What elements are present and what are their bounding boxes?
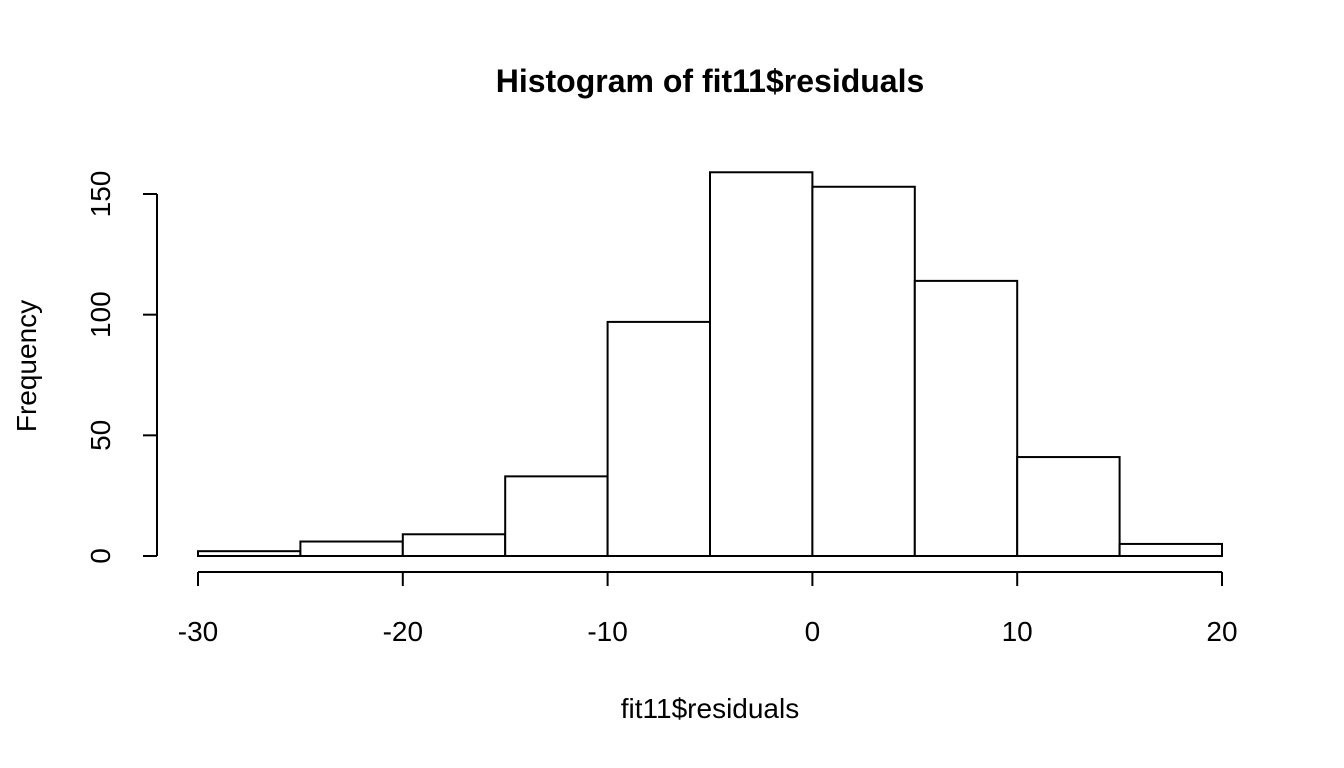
x-axis-label: fit11$residuals — [621, 693, 799, 724]
histogram-bar — [1118, 542, 1223, 558]
histogram-bar — [504, 475, 609, 557]
histogram-bar — [606, 320, 711, 558]
histogram-bar — [197, 550, 302, 558]
x-tick-label: -10 — [587, 616, 627, 647]
chart-title: Histogram of fit11$residuals — [496, 63, 925, 99]
y-tick-label: 150 — [85, 171, 116, 218]
y-tick-label: 100 — [85, 291, 116, 338]
x-tick-label: 0 — [805, 616, 821, 647]
histogram-bar — [709, 171, 814, 557]
histogram-bar — [913, 279, 1019, 557]
x-axis: -30 -20 -10 0 10 20 — [178, 571, 1238, 647]
histogram-bar — [1016, 456, 1121, 558]
y-tick-label: 50 — [85, 420, 116, 451]
bars-group — [197, 171, 1223, 558]
x-tick-label: -20 — [383, 616, 423, 647]
x-tick-label: 10 — [1002, 616, 1033, 647]
histogram-bar — [811, 185, 916, 557]
histogram-bar — [299, 540, 404, 558]
x-tick-label: -30 — [178, 616, 218, 647]
y-axis: 0 50 100 150 — [85, 171, 158, 564]
y-axis-label: Frequency — [11, 300, 42, 432]
x-tick-label: 20 — [1206, 616, 1237, 647]
y-tick-label: 0 — [85, 548, 116, 564]
histogram-bar — [401, 533, 507, 558]
